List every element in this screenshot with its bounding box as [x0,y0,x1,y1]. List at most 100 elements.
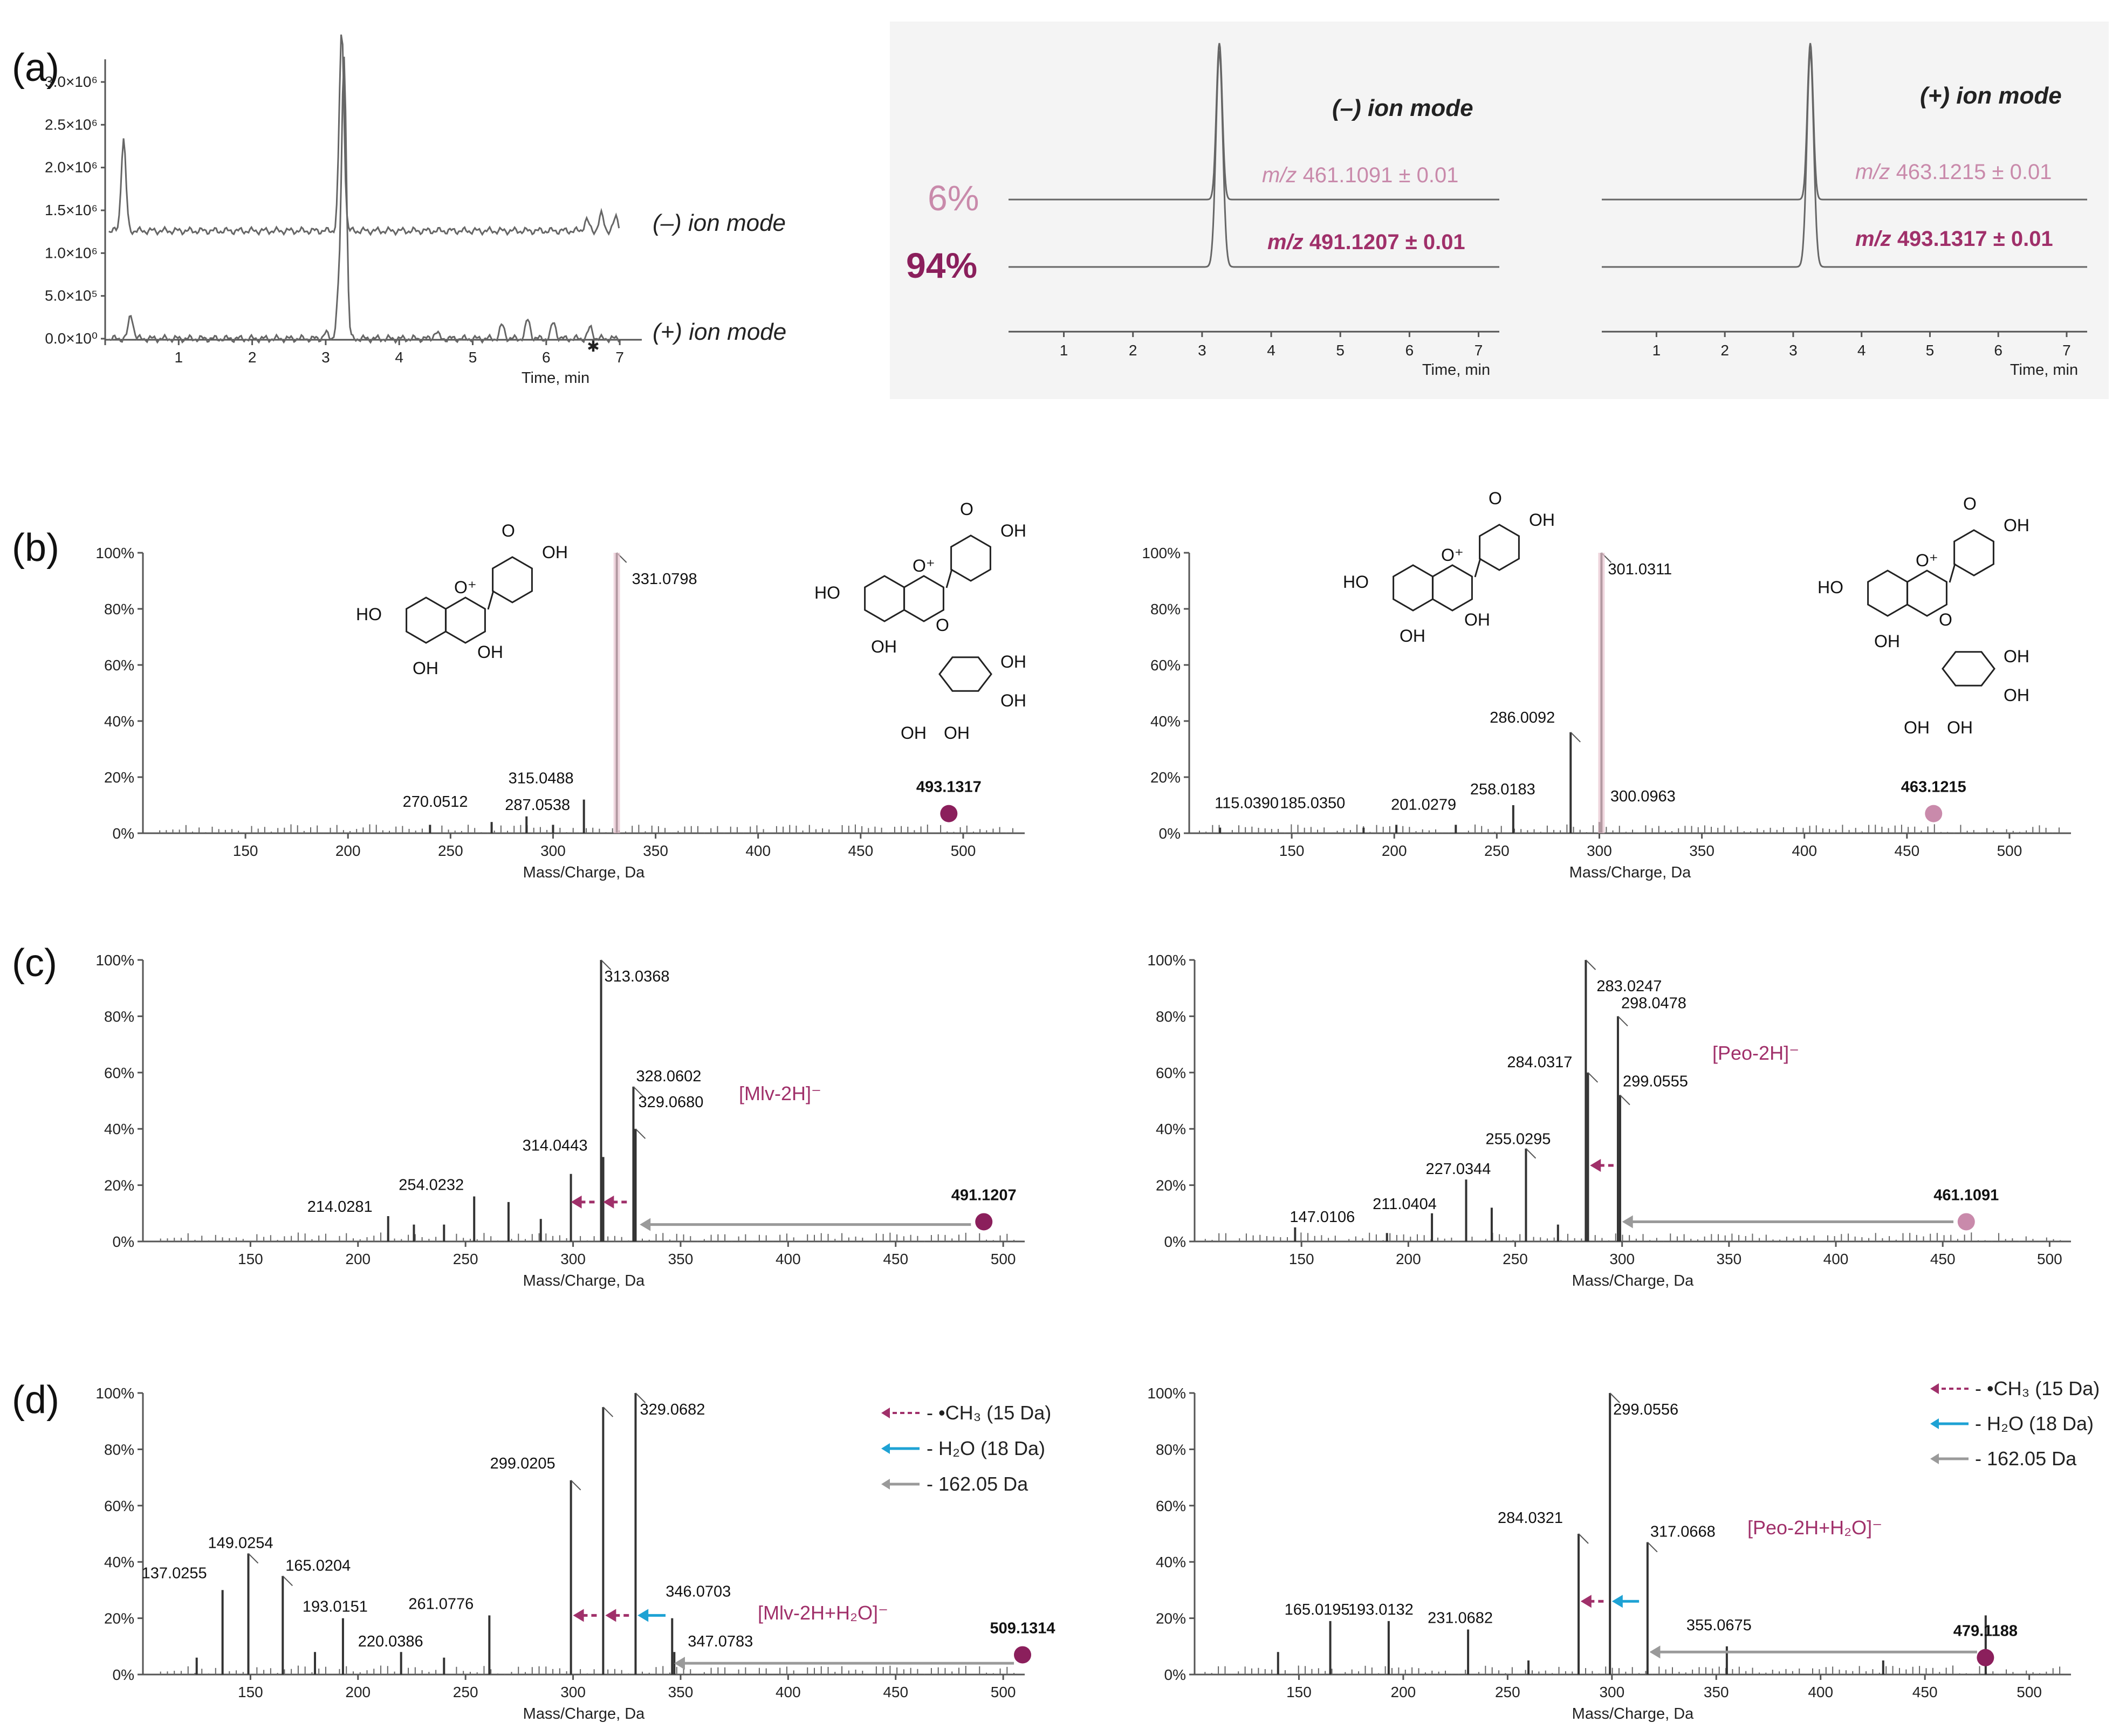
peak-label: 258.0183 [1470,781,1535,798]
peak-label: 287.0538 [505,797,570,814]
chemical-structures: HOOHO⁺OHOOHHOOHO⁺OHOOOHOHOHOHHOOHO⁺OHOOH… [356,489,2029,743]
hydroxyl-label: OH [1874,632,1900,651]
spectrum-d-right: 0% 20% 40% 60% 80% 100% 150 200 250 300 350 400 450 5… [1147,1385,2071,1723]
y-tick-label: 20% [1156,1610,1186,1627]
peak-label: 331.0798 [632,571,697,588]
hydroxyl-label: OH [477,642,503,662]
precursor-label: 493.1317 [916,779,982,796]
legend-h2o-label: - H₂O (18 Da) [1975,1412,2094,1435]
x-tick-label: 150 [1286,1684,1312,1700]
oxonium-label: O⁺ [913,556,935,575]
hydroxyl-label: OH [1000,652,1026,671]
hydroxyl-label: OH [1000,691,1026,710]
ring [1953,529,1994,577]
hydroxyl-label: OH [1464,610,1490,629]
y-tick-label: 60% [104,1065,134,1081]
asterisk-icon: ✱ [587,338,599,355]
peak-label: 137.0255 [142,1565,207,1582]
pct-94-label: 94% [906,245,977,285]
peak-label: 231.0682 [1428,1609,1493,1627]
x-tick-label: 2 [1720,342,1729,359]
hydroxyl-label: HO [356,605,382,624]
x-tick-label: 200 [1382,842,1407,859]
x-tick-label: 250 [1484,842,1510,859]
x-tick-label: 150 [238,1684,263,1700]
precursor-dot [1014,1646,1032,1664]
peak-flag [633,1086,644,1097]
highlight-band [1598,553,1605,833]
loss-h2o-arrow-head [637,1609,649,1622]
eic-pos-bottom-label: m/z 493.1317 ± 0.01 [1855,227,2053,251]
loss-h2o-arrow-head [1611,1595,1623,1608]
x-axis-title: Time, min [522,369,589,387]
peak-label: 165.0204 [285,1557,351,1574]
legend-h2o-arrowhead-icon [1930,1418,1939,1429]
y-tick-label: 60% [1156,1498,1186,1514]
y-tick-label: 100% [1142,545,1181,561]
x-tick-label: 350 [1716,1251,1741,1267]
hydroxyl-label: OH [2004,685,2029,705]
y-tick-label: 0% [113,1233,134,1250]
hydroxyl-label: OH [413,658,438,678]
x-tick-label: 7 [2062,342,2071,359]
y-tick-label: 40% [104,1121,134,1137]
x-tick-label: 250 [438,842,463,859]
methoxy-label: O [1489,489,1502,508]
peo-ion-label: [Peo-2H]⁻ [1712,1042,1799,1064]
eic-neg-top-label: m/z 461.1091 ± 0.01 [1262,163,1458,187]
x-tick-label: 250 [453,1251,478,1267]
eic-pos-chart: 1 2 3 4 5 6 7 Time, min [1602,43,2087,379]
peak-flag [282,1575,293,1587]
legend-ch3-label: - •CH₃ (15 Da) [927,1402,1051,1424]
y-tick-label: 0% [1159,825,1181,842]
peak-label: 329.0682 [640,1401,705,1418]
peo-h2o-ion-label: [Peo-2H+H₂O]⁻ [1747,1517,1882,1539]
legend-ch3-label: - •CH₃ (15 Da) [1975,1377,2100,1399]
y-tick-label: 80% [104,1441,134,1458]
legend-ch3-arrowhead-icon [1930,1383,1939,1394]
oxonium-label: O⁺ [454,578,477,597]
peak-flag [1578,1533,1589,1544]
spectrum-c-left: 0% 20% 40% 60% 80% 100% 150 200 250 300 350 400 450 5… [95,952,1025,1289]
x-tick-label: 350 [1704,1684,1729,1700]
x-axis-title: Mass/Charge, Da [1569,864,1692,881]
spectrum-b-right: 0% 20% 40% 60% 80% 100% 150 200 250 300 350 400 450 5… [1142,545,2071,881]
x-tick-label: 5 [1926,342,1935,359]
y-tick-label: 40% [1156,1554,1186,1570]
y-tick-label: 40% [104,713,134,730]
x-tick-label: 450 [883,1251,908,1267]
x-axis-title: Mass/Charge, Da [523,864,646,881]
oxonium-label: O⁺ [1916,551,1938,570]
y-tick-label: 60% [104,657,134,674]
x-tick-label: 4 [1857,342,1866,359]
spectrum-b-left: 0% 20% 40% 60% 80% 100% 150 200 250 300 350 400 450 5… [95,545,1025,881]
peonidin-aglycone-structure: HO OH O⁺ OH O OH [1343,489,1555,646]
x-axis-title: Mass/Charge, Da [523,1705,646,1723]
y-tick-label: 3.0×10⁶ [45,73,98,90]
peak-label: 301.0311 [1608,561,1672,578]
x-tick-label: 1 [1060,342,1068,359]
x-tick-label: 4 [395,349,403,366]
bond [1474,558,1482,578]
x-tick-label: 400 [776,1684,801,1700]
panel-label-c: (c) [12,942,57,985]
peak-label: 314.0443 [523,1137,588,1154]
ring [406,596,447,644]
x-tick-label: 500 [991,1251,1016,1267]
y-tick-label: 80% [104,1008,134,1025]
x-tick-label: 200 [1391,1684,1416,1700]
legend-left: - •CH₃ (15 Da) - H₂O (18 Da) - 162.05 Da [881,1402,1051,1495]
hydroxyl-label: OH [1947,718,1973,737]
eic-top-trace [1009,43,1499,201]
peak-label: 211.0404 [1373,1196,1437,1213]
y-tick-label: 20% [1156,1177,1186,1194]
x-tick-label: 450 [848,842,873,859]
legend-ch3-arrowhead-icon [881,1408,890,1418]
panel-label-b: (b) [12,526,59,569]
legend-162-label: - 162.05 Da [1975,1447,2077,1470]
x-axis-title: Mass/Charge, Da [523,1272,646,1289]
x-tick-label: 200 [345,1684,371,1700]
x-tick-label: 400 [745,842,771,859]
x-tick-label: 6 [1405,342,1414,359]
hydroxyl-label: OH [1904,718,1930,737]
